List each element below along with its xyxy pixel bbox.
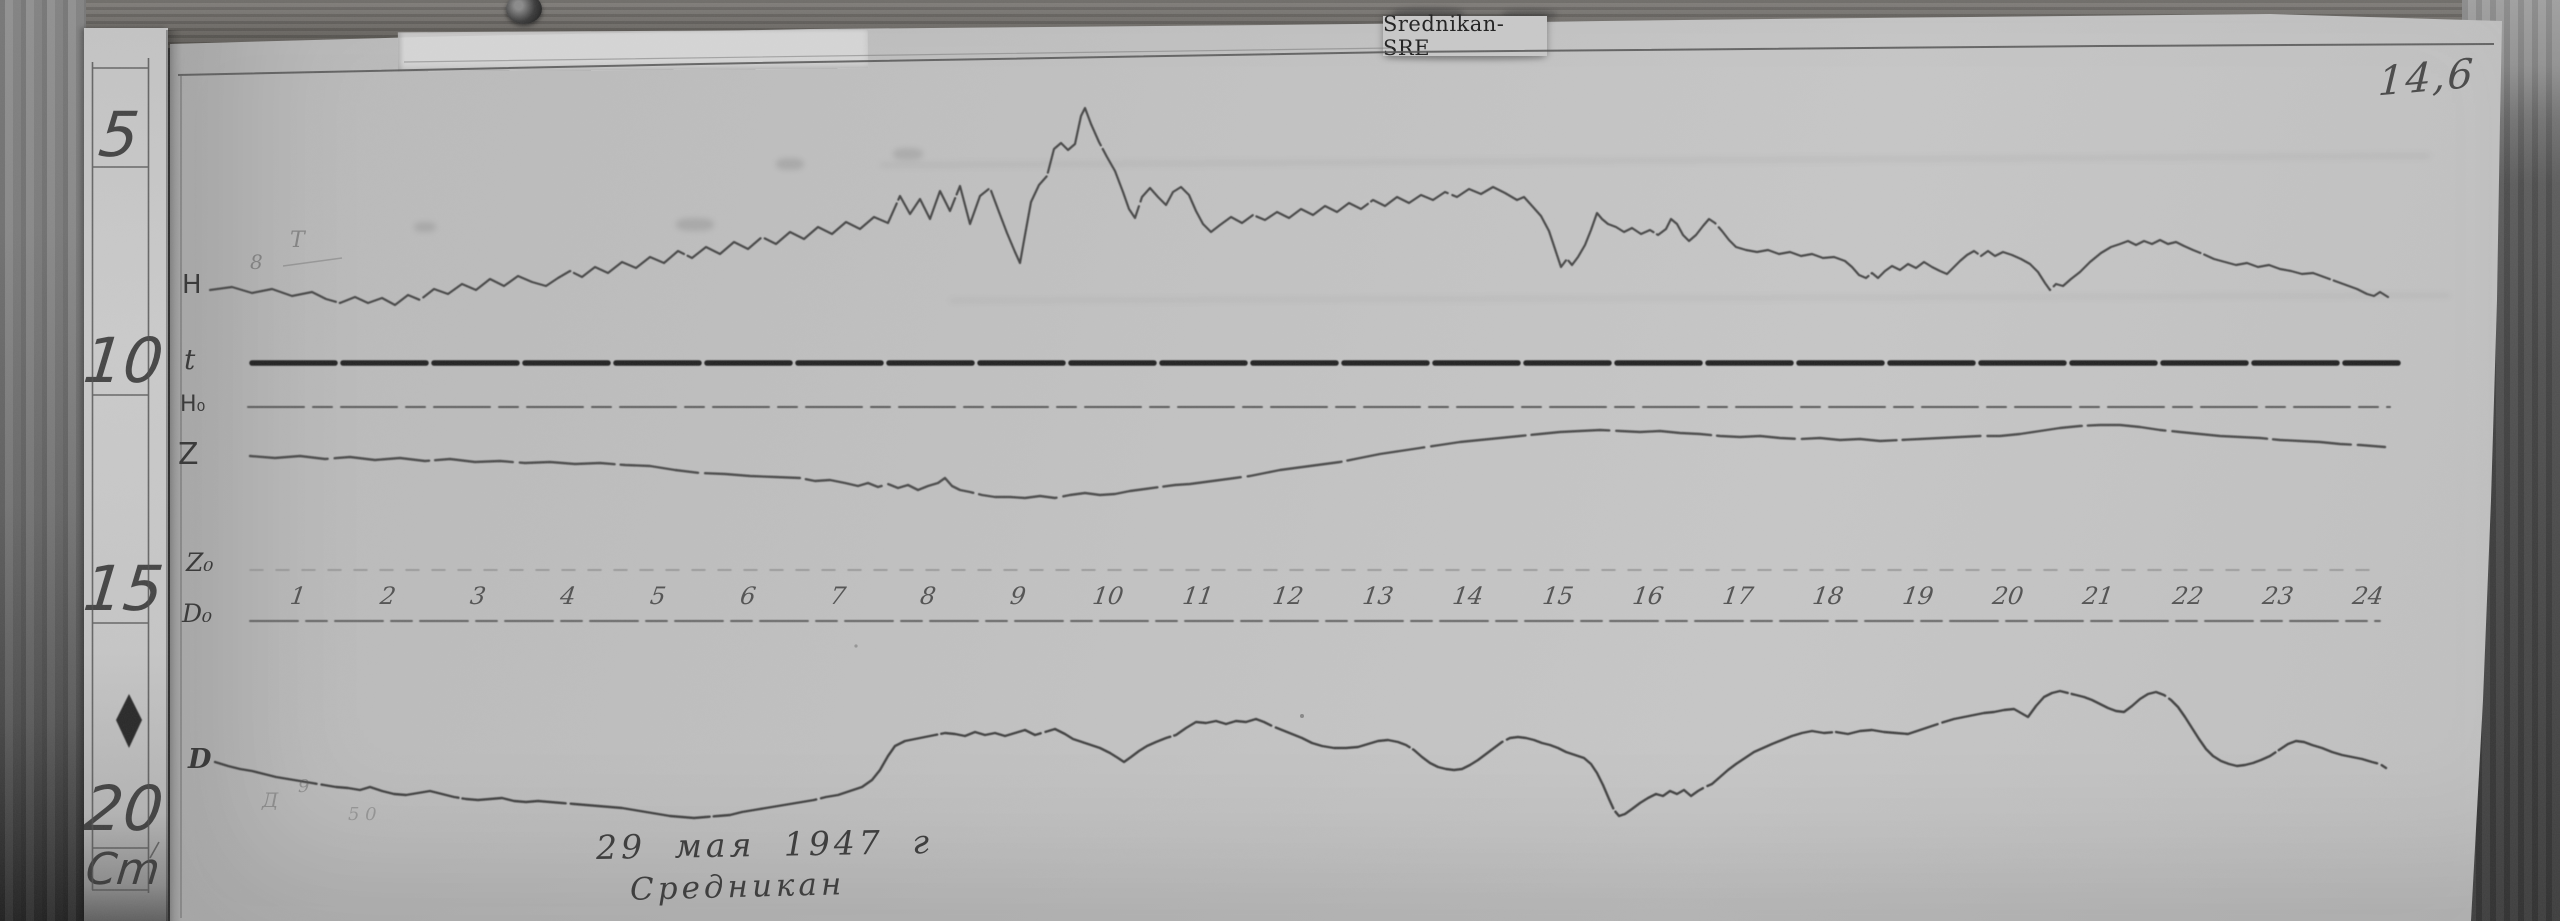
station-handwriting: Средникан [629, 866, 846, 908]
hour-label: 16 [1630, 582, 1666, 610]
hour-label: 21 [2080, 582, 2116, 610]
pencil-annotation: 5 0 [348, 804, 377, 825]
hour-label: 10 [1090, 582, 1126, 610]
pencil-annotation: Д [262, 788, 279, 812]
date-handwriting: 29 мая 1947 г [595, 822, 934, 867]
hour-label: 12 [1270, 582, 1306, 610]
trace-label-z: Z [178, 437, 199, 472]
corner-note: 14,6 [2376, 50, 2477, 106]
trace-label-d: D [188, 744, 212, 775]
pencil-annotation: T [290, 228, 305, 253]
hour-label: 22 [2170, 582, 2206, 610]
trace-label-z0: Z₀ [186, 548, 214, 577]
hour-label: 19 [1900, 582, 1936, 610]
hour-label: 18 [1810, 582, 1846, 610]
hour-label: 11 [1180, 582, 1216, 610]
pencil-annotation: 8 [250, 250, 263, 274]
trace-label-t: t [184, 343, 196, 376]
pencil-annotation: 9 [298, 776, 310, 797]
trace-label-d0: D₀ [182, 599, 213, 628]
trace-label-h: H [182, 270, 202, 300]
hour-label: 13 [1360, 582, 1396, 610]
hour-label: 24 [2350, 582, 2386, 610]
hour-label: 17 [1720, 582, 1756, 610]
hour-label: 23 [2260, 582, 2296, 610]
hour-label: 20 [1990, 582, 2026, 610]
hour-label: 15 [1540, 582, 1576, 610]
hour-label: 14 [1450, 582, 1486, 610]
trace-label-h0: H₀ [180, 392, 206, 417]
